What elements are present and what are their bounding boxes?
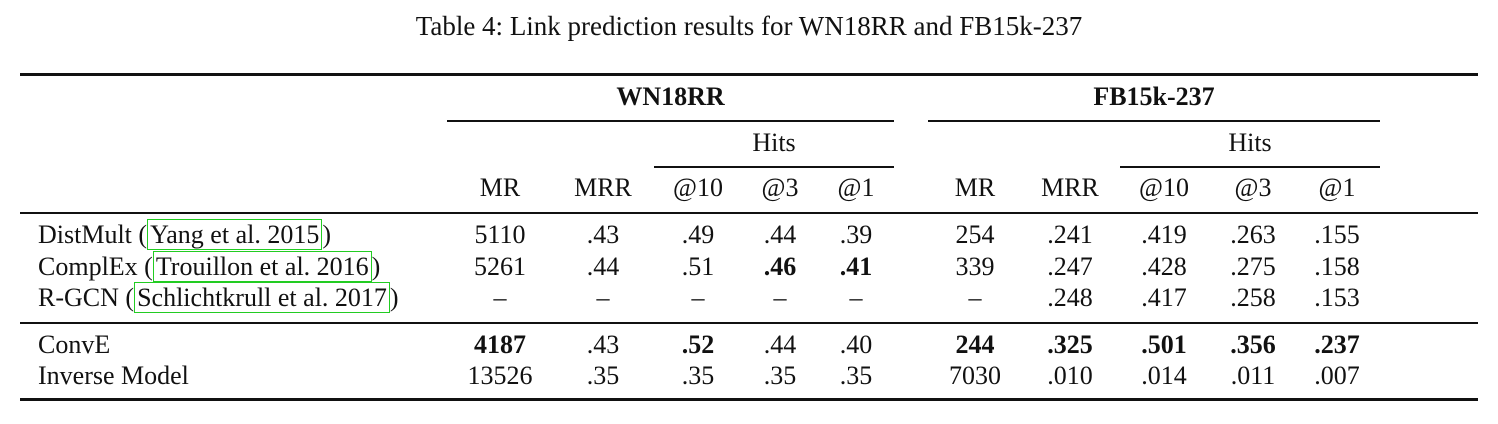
column-header: MR [479,173,521,202]
table-cell: .153 [1314,283,1360,312]
hits-rule-wn18rr [654,166,894,168]
table-cell: .263 [1230,220,1276,249]
table-cell: .46 [763,252,797,281]
table-cell: .356 [1230,330,1276,359]
table-cell: .241 [1047,220,1093,249]
table-cell: .43 [586,330,620,359]
group-rule-wn18rr [447,120,894,122]
table-cell: .007 [1314,361,1360,390]
table-cell: 244 [955,330,995,359]
top-rule [20,73,1478,76]
hits-header-wn18rr: Hits [752,128,796,157]
table-cell: .39 [839,220,873,249]
table-cell: – [968,283,982,312]
table-cell: .014 [1141,361,1187,390]
citation-link[interactable]: Trouillon et al. 2016 [152,251,372,282]
table-cell: .237 [1314,330,1360,359]
header-rule [20,212,1478,214]
open-paren: ( [131,220,148,249]
section-rule [20,322,1478,324]
table-cell: 5261 [474,252,526,281]
table-cell: .40 [839,330,873,359]
group-header-wn18rr: WN18RR [616,82,725,111]
citation-link[interactable]: Schlichtkrull et al. 2017 [134,282,390,313]
column-header: @10 [673,173,723,202]
table-cell: .010 [1047,361,1093,390]
column-header: @3 [1234,173,1272,202]
table-cell: 5110 [474,220,526,249]
model-name: ConvE [38,330,111,359]
table-cell: – [849,283,863,312]
table-cell: .52 [681,330,715,359]
table-cell: – [596,283,610,312]
model-name: DistMult [38,220,132,249]
close-paren: ) [389,283,399,312]
table-cell: .49 [681,220,715,249]
row-label: ConvE [38,329,110,361]
table-cell: .248 [1047,283,1093,312]
model-name: Inverse Model [38,361,189,390]
table-cell: .247 [1047,252,1093,281]
table-cell: 254 [955,220,995,249]
table-cell: .51 [681,252,715,281]
hits-header-fb15k-237: Hits [1228,128,1272,157]
row-label: ComplEx (Trouillon et al. 2016) [38,251,380,283]
table-cell: – [773,283,787,312]
open-paren: ( [137,252,153,281]
table-cell: .417 [1141,283,1187,312]
model-name: R-GCN [38,283,119,312]
table-cell: .258 [1230,283,1276,312]
table-cell: .35 [586,361,620,390]
table-cell: – [493,283,507,312]
row-label: DistMult (Yang et al. 2015) [38,219,331,251]
table-cell: .44 [763,220,797,249]
table-cell: .155 [1314,220,1360,249]
table-cell: .419 [1141,220,1187,249]
citation-link[interactable]: Yang et al. 2015 [147,219,323,250]
column-header: @3 [761,173,799,202]
open-paren: ( [118,283,135,312]
table-cell: .325 [1047,330,1093,359]
hits-rule-fb15k-237 [1120,166,1380,168]
table-cell: 7030 [949,361,1001,390]
table-cell: .501 [1141,330,1187,359]
table-cell: .011 [1230,361,1276,390]
column-header: MRR [1041,173,1099,202]
column-header: @1 [837,173,875,202]
table-cell: .43 [586,220,620,249]
bottom-rule [20,398,1478,401]
close-paren: ) [322,220,332,249]
table-cell: .275 [1230,252,1276,281]
table-cell: 4187 [474,330,526,359]
column-header: @1 [1318,173,1356,202]
table-cell: .44 [763,330,797,359]
close-paren: ) [371,252,381,281]
table-cell: .35 [839,361,873,390]
table-cell: .35 [763,361,797,390]
table-cell: .428 [1141,252,1187,281]
table-cell: – [691,283,705,312]
group-header-fb15k-237: FB15k-237 [1093,82,1215,111]
row-label: R-GCN (Schlichtkrull et al. 2017) [38,282,399,314]
table-cell: 13526 [467,361,533,390]
column-header: MRR [574,173,632,202]
table-cell: 339 [955,252,995,281]
row-label: Inverse Model [38,360,189,392]
table-cell: .35 [681,361,715,390]
table-cell: .158 [1314,252,1360,281]
table-cell: .44 [586,252,620,281]
column-header: MR [954,173,996,202]
group-rule-fb15k-237 [928,120,1380,122]
table-caption: Table 4: Link prediction results for WN1… [415,11,1083,41]
column-header: @10 [1139,173,1189,202]
model-name: ComplEx [38,252,138,281]
table-cell: .41 [839,252,873,281]
